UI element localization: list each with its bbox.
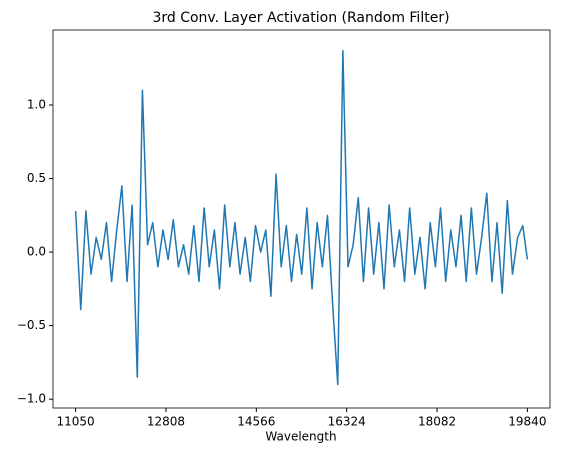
x-tick-label: 14566 <box>237 415 275 429</box>
x-axis-label: Wavelength <box>265 430 336 444</box>
x-tick-label: 19840 <box>508 415 546 429</box>
chart-title: 3rd Conv. Layer Activation (Random Filte… <box>152 10 449 26</box>
y-tick-label: 0.0 <box>27 245 46 259</box>
y-tick-label: 0.5 <box>27 171 46 185</box>
y-tick-label: 1.0 <box>27 98 46 112</box>
y-tick-label: −1.0 <box>17 392 46 406</box>
x-tick-label: 16324 <box>328 415 366 429</box>
x-tick-label: 12808 <box>147 415 185 429</box>
plot-frame <box>52 29 551 409</box>
data-line <box>74 49 529 386</box>
y-tick-label: −0.5 <box>17 318 46 332</box>
x-tick-label: 11050 <box>57 415 95 429</box>
x-tick-label: 18082 <box>418 415 456 429</box>
